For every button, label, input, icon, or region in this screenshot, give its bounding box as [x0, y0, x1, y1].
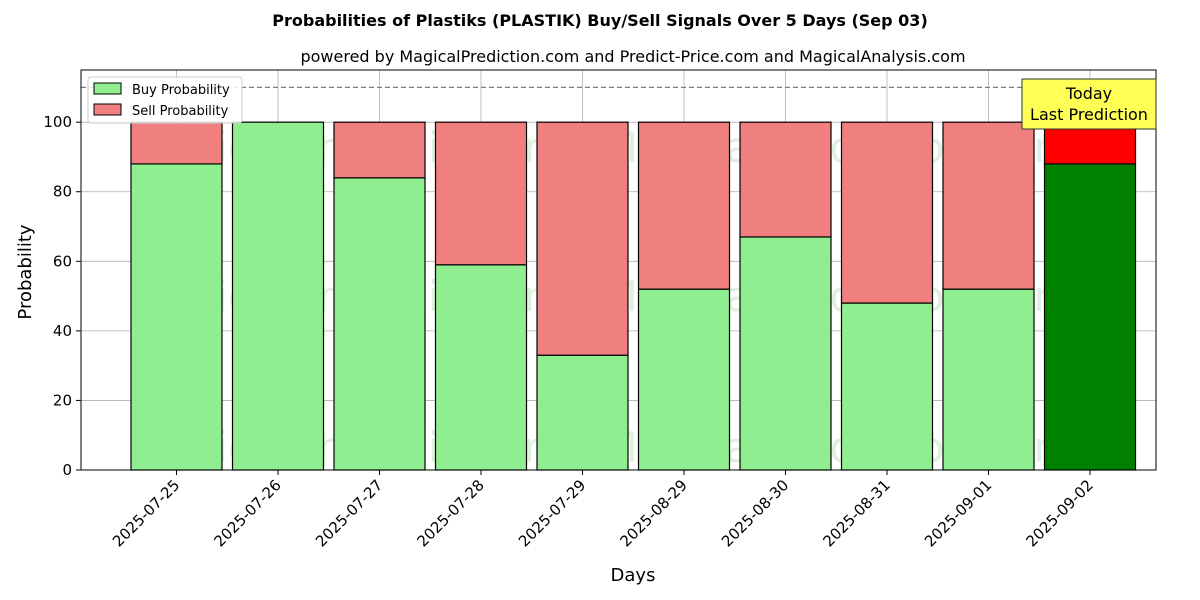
sell-bar	[333, 121, 426, 179]
legend-swatch	[93, 103, 122, 116]
buy-bar	[231, 121, 325, 471]
buy-bar	[130, 163, 223, 471]
sell-bar	[130, 121, 223, 165]
x-tick-label: 2025-07-27	[312, 476, 386, 550]
y-tick-label: 100	[43, 113, 72, 131]
y-tick-label: 80	[53, 183, 72, 201]
today-annotation: Today Last Prediction	[1021, 78, 1157, 130]
x-tick-label: 2025-09-02	[1022, 476, 1096, 550]
legend-label: Buy Probability	[132, 83, 230, 98]
buy-bar	[942, 288, 1035, 471]
x-tick-label: 2025-07-25	[109, 476, 183, 550]
buy-bar	[333, 177, 426, 471]
sell-bar	[536, 121, 629, 356]
annotation-text: Today	[1065, 84, 1112, 103]
sell-bar	[434, 121, 528, 266]
x-tick-label: 2025-07-29	[515, 476, 589, 550]
plot-frame	[80, 69, 1157, 471]
x-tick-label: 2025-07-26	[210, 476, 284, 550]
buy-bar	[536, 354, 629, 471]
sell-bar	[942, 121, 1035, 290]
buy-bar	[1043, 163, 1137, 471]
x-tick-label: 2025-08-30	[718, 476, 792, 550]
annotation-box	[1021, 78, 1157, 130]
buy-bar	[739, 236, 832, 471]
buy-bar	[637, 288, 731, 471]
y-tick-label: 60	[53, 252, 72, 270]
sell-bar	[739, 121, 832, 238]
buy-bar	[434, 264, 528, 471]
chart-title: Probabilities of Plastiks (PLASTIK) Buy/…	[272, 11, 928, 30]
x-axis-label: Days	[611, 565, 656, 586]
y-tick-label: 0	[62, 461, 72, 479]
annotation-text: Last Prediction	[1030, 105, 1148, 124]
legend-swatch	[93, 82, 122, 95]
bars	[130, 121, 1137, 471]
x-tick-label: 2025-08-29	[616, 476, 690, 550]
chart-subtitle: powered by MagicalPrediction.com and Pre…	[300, 47, 965, 66]
sell-bar	[840, 121, 934, 304]
y-axis-label: Probability	[15, 224, 36, 319]
legend: Buy Probability Sell Probability	[87, 76, 243, 124]
x-tick-label: 2025-07-28	[413, 476, 487, 550]
y-tick-label: 20	[53, 391, 72, 409]
y-tick-label: 40	[53, 322, 72, 340]
legend-box	[87, 76, 243, 124]
legend-label: Sell Probability	[132, 104, 229, 119]
x-tick-label: 2025-08-31	[819, 476, 893, 550]
x-tick-label: 2025-09-01	[921, 476, 995, 550]
buy-bar	[840, 302, 934, 471]
sell-bar	[637, 121, 731, 290]
